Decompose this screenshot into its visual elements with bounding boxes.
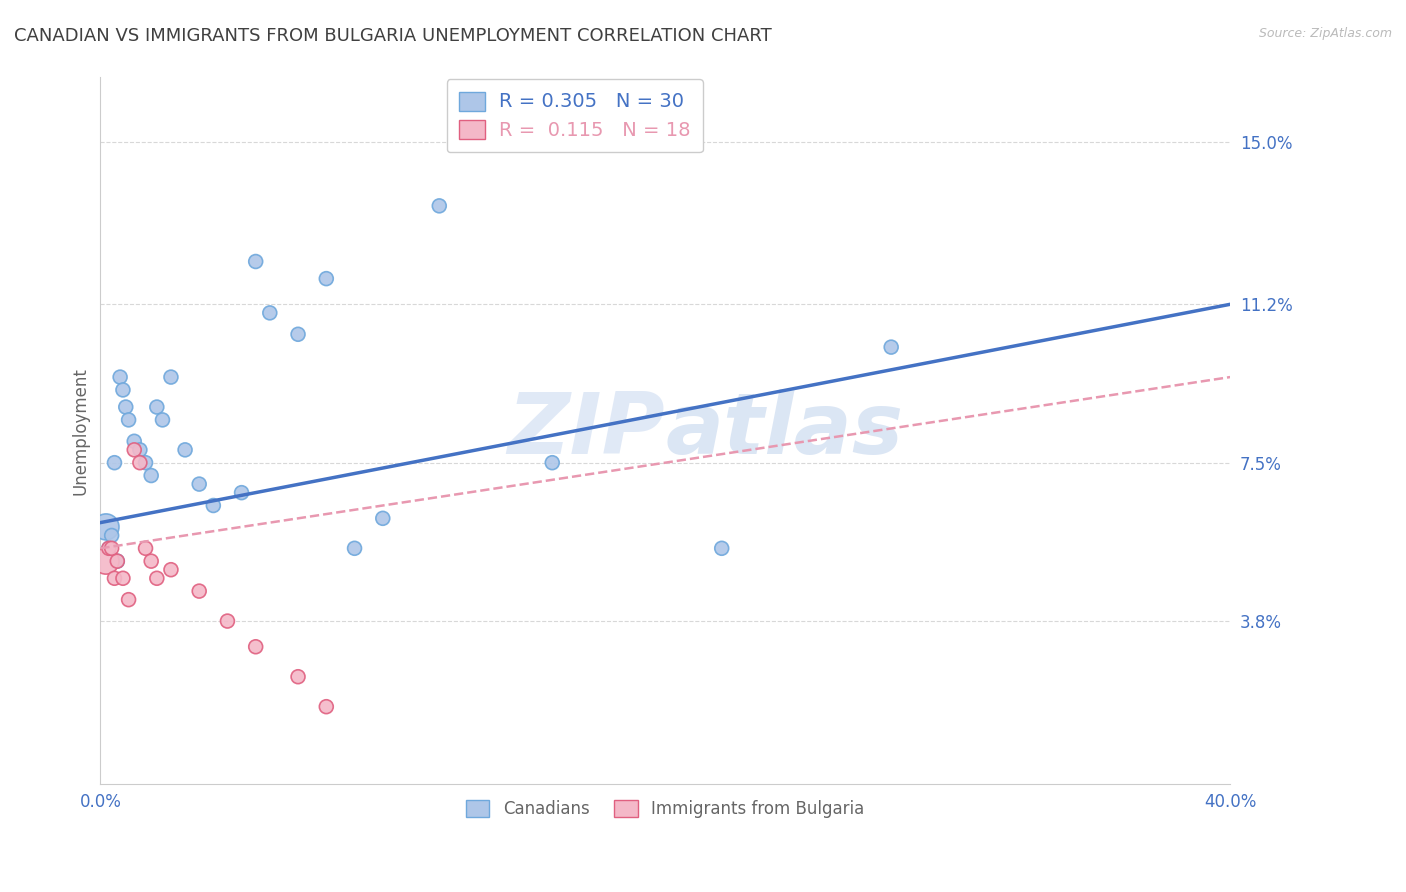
Point	[128, 456, 150, 470]
Y-axis label: Unemployment: Unemployment	[72, 367, 89, 494]
Point	[103, 456, 125, 470]
Point	[174, 442, 197, 457]
Text: CANADIAN VS IMMIGRANTS FROM BULGARIA UNEMPLOYMENT CORRELATION CHART: CANADIAN VS IMMIGRANTS FROM BULGARIA UNE…	[14, 27, 772, 45]
Point	[160, 370, 183, 384]
Point	[287, 670, 309, 684]
Point	[94, 554, 117, 568]
Point	[111, 571, 134, 585]
Text: atlas: atlas	[665, 389, 903, 472]
Point	[880, 340, 903, 354]
Point	[108, 370, 131, 384]
Point	[188, 584, 211, 599]
Text: Source: ZipAtlas.com: Source: ZipAtlas.com	[1258, 27, 1392, 40]
Point	[122, 434, 145, 449]
Point	[146, 571, 169, 585]
Point	[100, 528, 122, 542]
Point	[152, 413, 174, 427]
Point	[217, 614, 239, 628]
Point	[541, 456, 564, 470]
Point	[94, 520, 117, 534]
Point	[141, 554, 163, 568]
Point	[117, 592, 139, 607]
Point	[343, 541, 366, 556]
Point	[135, 456, 157, 470]
Legend: Canadians, Immigrants from Bulgaria: Canadians, Immigrants from Bulgaria	[460, 793, 872, 825]
Point	[259, 306, 281, 320]
Point	[100, 541, 122, 556]
Point	[188, 477, 211, 491]
Point	[160, 563, 183, 577]
Point	[287, 327, 309, 342]
Point	[97, 541, 120, 556]
Point	[128, 442, 150, 457]
Point	[105, 554, 128, 568]
Point	[103, 571, 125, 585]
Point	[97, 541, 120, 556]
Point	[371, 511, 394, 525]
Point	[135, 541, 157, 556]
Point	[122, 442, 145, 457]
Point	[315, 699, 337, 714]
Point	[231, 485, 253, 500]
Point	[141, 468, 163, 483]
Point	[202, 499, 225, 513]
Point	[117, 413, 139, 427]
Point	[146, 400, 169, 414]
Point	[710, 541, 733, 556]
Point	[111, 383, 134, 397]
Point	[114, 400, 136, 414]
Point	[315, 271, 337, 285]
Text: ZIP: ZIP	[508, 389, 665, 472]
Point	[427, 199, 450, 213]
Point	[245, 640, 267, 654]
Point	[245, 254, 267, 268]
Point	[105, 554, 128, 568]
